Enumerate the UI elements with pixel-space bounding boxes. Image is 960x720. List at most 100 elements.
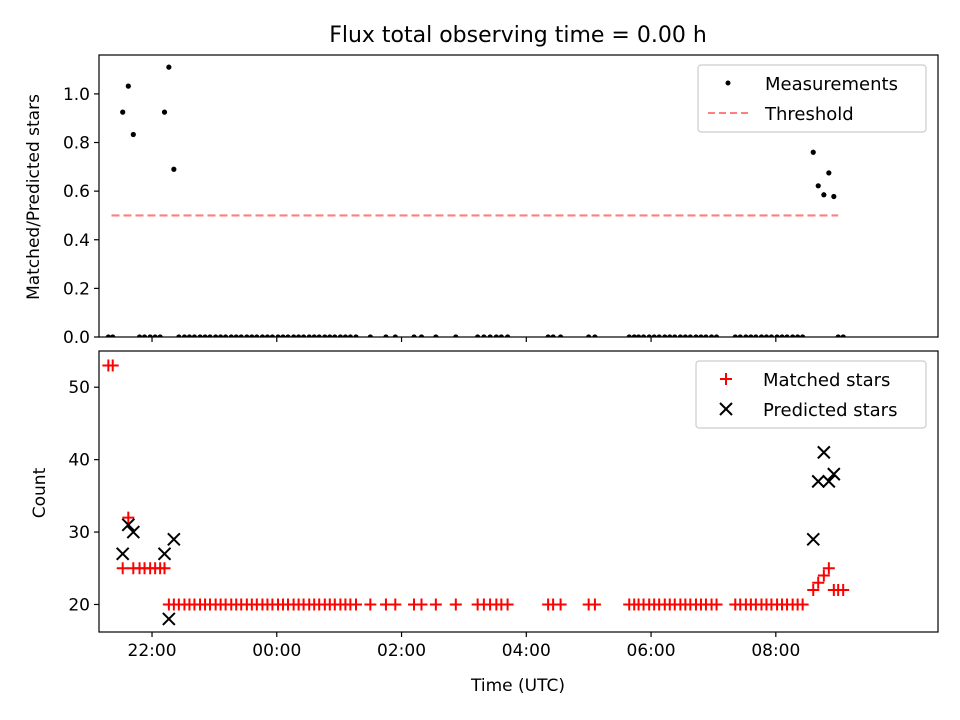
measurements-point — [550, 334, 556, 337]
predicted-stars-point — [167, 532, 181, 547]
predicted-stars-point — [817, 445, 831, 460]
measurements-point — [487, 334, 493, 337]
measurements-point — [667, 334, 673, 337]
matched-stars-point — [807, 583, 820, 596]
measurements-point — [130, 131, 136, 138]
measurements-point — [233, 334, 239, 337]
top-y-tick-label: 1.0 — [63, 85, 90, 105]
measurements-point — [774, 334, 780, 337]
measurements-point — [646, 334, 652, 337]
measurements-point — [327, 334, 333, 337]
measurements-point — [249, 334, 255, 337]
measurements-point — [835, 334, 841, 337]
measurements-point — [656, 334, 662, 337]
legend-measurements-label: Measurements — [765, 74, 898, 95]
matched-stars-point — [429, 598, 442, 611]
measurements-panel: Flux total observing time = 0.00 h Match… — [24, 23, 939, 348]
measurements-point — [181, 334, 188, 337]
measurements-point — [337, 334, 344, 337]
bottom-y-tick-label: 40 — [68, 451, 90, 471]
legend-predicted-marker — [719, 402, 733, 416]
bottom-x-tick-label: 06:00 — [627, 641, 676, 661]
matched-stars-point — [817, 569, 830, 582]
measurements-point — [631, 334, 637, 337]
measurements-point — [367, 334, 373, 337]
bottom-marks — [102, 359, 850, 626]
matched-stars-point — [122, 511, 135, 524]
matched-stars-point — [501, 598, 514, 611]
measurements-point — [433, 334, 439, 337]
bottom-y-tick-label: 30 — [68, 523, 90, 543]
measurements-point — [332, 334, 338, 337]
measurements-point — [826, 170, 832, 176]
predicted-stars-point — [121, 518, 136, 532]
top-y-tick-label: 0.6 — [63, 182, 90, 202]
measurements-point — [296, 334, 302, 337]
measurements-point — [651, 334, 657, 337]
measurements-point — [347, 334, 353, 337]
measurements-point — [821, 192, 827, 198]
measurements-point — [259, 334, 266, 337]
measurements-point — [223, 334, 229, 337]
measurements-point — [176, 334, 182, 337]
measurements-point — [703, 334, 709, 337]
measurements-point — [264, 334, 271, 337]
matched-stars-point — [588, 598, 601, 611]
measurements-point — [141, 334, 148, 337]
measurements-point — [218, 334, 224, 337]
measurements-point — [498, 334, 504, 337]
measurements-point — [392, 334, 398, 337]
measurements-point — [316, 334, 322, 337]
top-legend: Measurements Threshold — [697, 64, 927, 133]
predicted-stars-point — [811, 474, 825, 489]
measurements-point — [453, 334, 459, 337]
predicted-stars-point — [822, 474, 836, 489]
top-plot-area: 0.0 0.2 0.4 0.6 0.8 1.0 — [63, 54, 939, 348]
measurements-point — [157, 334, 163, 337]
chart-title: Flux total observing time = 0.00 h — [329, 23, 707, 48]
predicted-stars-point — [115, 547, 130, 561]
predicted-stars-point — [162, 612, 176, 626]
top-axes-frame — [98, 54, 939, 338]
measurements-point — [152, 334, 158, 337]
matched-stars-point — [554, 598, 567, 611]
legend-threshold-label: Threshold — [764, 104, 854, 125]
measurements-point — [171, 166, 177, 172]
measurements-point — [147, 334, 153, 337]
measurements-point — [753, 334, 759, 337]
bottom-legend: Matched stars Predicted stars — [695, 360, 927, 429]
matched-stars-point — [364, 598, 377, 611]
measurements-point — [768, 334, 775, 337]
bottom-x-tick-label: 02:00 — [377, 641, 426, 661]
measurements-point — [202, 334, 208, 337]
measurements-point — [166, 64, 172, 70]
matched-stars-point — [350, 598, 363, 611]
measurements-point — [758, 334, 765, 337]
bottom-x-tick-label: 08:00 — [751, 641, 800, 661]
legend-matched-label: Matched stars — [763, 370, 890, 391]
measurements-point — [493, 334, 499, 337]
legend-measurements-marker — [725, 80, 731, 86]
measurements-point — [322, 334, 328, 337]
top-y-tick-label: 0.2 — [63, 279, 90, 299]
bottom-x-tick-label: 00:00 — [252, 641, 301, 661]
bottom-y-tick-label: 20 — [68, 595, 90, 615]
measurements-point — [662, 334, 668, 337]
bottom-y-tick-label: 50 — [68, 378, 90, 398]
measurements-point — [748, 334, 754, 337]
measurements-point — [418, 334, 425, 337]
predicted-stars-point — [806, 532, 820, 547]
measurements-point — [795, 334, 801, 337]
measurements-point — [693, 334, 699, 337]
bottom-axes-frame — [98, 350, 939, 633]
top-y-tick-label: 0.4 — [63, 231, 90, 251]
measurements-point — [626, 334, 632, 337]
measurements-point — [411, 334, 417, 337]
matched-stars-point — [158, 562, 171, 575]
measurements-point — [353, 334, 359, 337]
matched-stars-point — [812, 576, 825, 589]
measurements-point — [125, 83, 131, 89]
measurements-point — [586, 334, 592, 337]
matched-stars-point — [710, 598, 723, 611]
